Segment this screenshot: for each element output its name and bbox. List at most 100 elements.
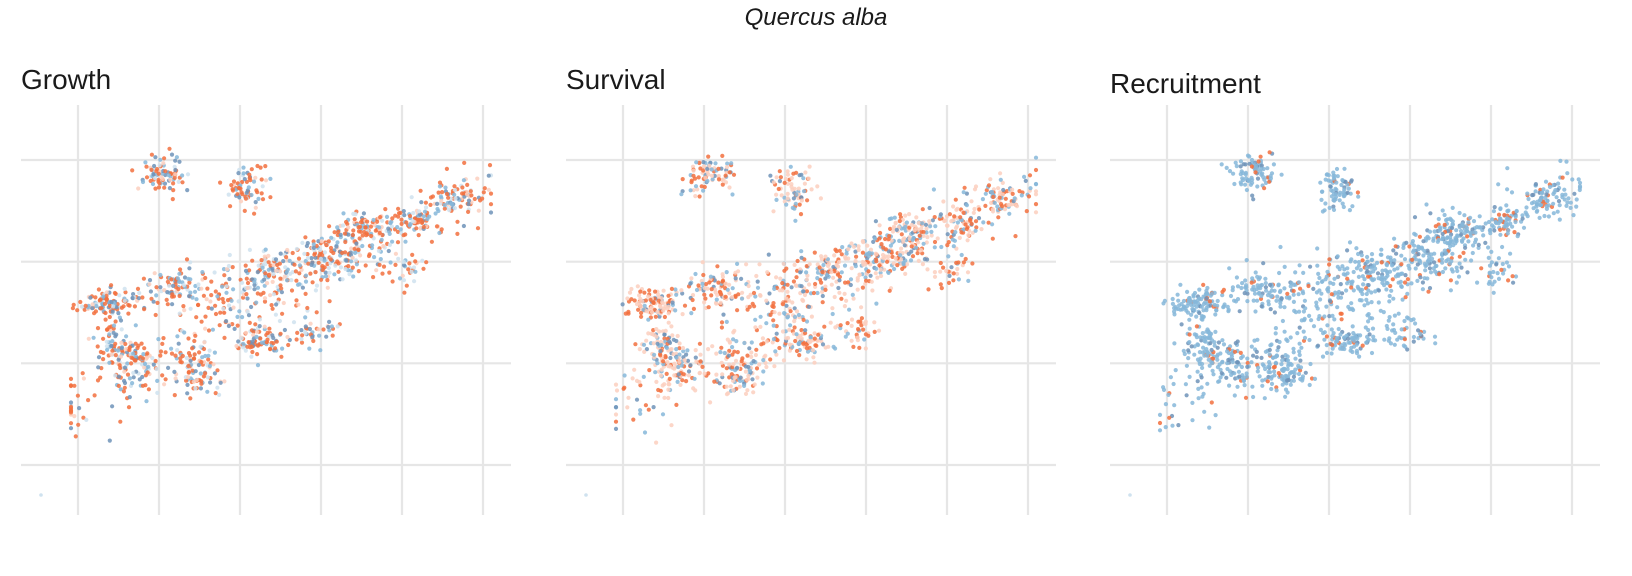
scatter-point <box>803 170 808 175</box>
scatter-point <box>622 373 627 378</box>
scatter-point <box>1192 352 1197 357</box>
scatter-point <box>758 314 763 319</box>
scatter-point <box>670 333 675 338</box>
scatter-point <box>764 339 769 344</box>
scatter-point <box>840 245 845 250</box>
scatter-point <box>1503 220 1509 225</box>
scatter-point <box>875 275 880 280</box>
scatter-point <box>772 310 777 315</box>
scatter-point <box>873 236 878 241</box>
scatter-point <box>698 352 703 357</box>
scatter-point <box>716 173 721 179</box>
scatter-point <box>243 330 249 335</box>
scatter-point <box>1405 315 1410 320</box>
scatter-point <box>378 257 383 262</box>
scatter-point <box>184 355 189 361</box>
scatter-point <box>1384 262 1389 267</box>
scatter-point <box>429 239 434 244</box>
scatter-point <box>259 191 264 196</box>
scatter-point <box>1437 228 1442 233</box>
scatter-point <box>906 251 911 256</box>
scatter-point <box>1235 284 1241 289</box>
scatter-point <box>658 388 663 393</box>
scatter-point <box>186 363 191 369</box>
scatter-point <box>790 300 795 305</box>
scatter-point <box>1291 374 1296 379</box>
scatter-point <box>637 347 642 352</box>
scatter-point <box>350 265 355 270</box>
scatter-point <box>1490 217 1495 222</box>
scatter-point <box>1258 154 1263 159</box>
scatter-point <box>1432 334 1438 339</box>
scatter-point <box>262 299 268 304</box>
scatter-point <box>249 304 254 310</box>
scatter-point <box>794 309 800 314</box>
scatter-point <box>254 329 260 334</box>
scatter-point <box>1471 243 1476 248</box>
scatter-point <box>1419 245 1424 250</box>
scatter-point <box>702 292 707 297</box>
scatter-point <box>780 281 785 286</box>
scatter-point <box>137 290 142 296</box>
scatter-point <box>945 232 950 237</box>
scatter-point <box>172 393 177 398</box>
scatter-point <box>1268 176 1273 181</box>
scatter-point <box>1336 326 1341 332</box>
scatter-point <box>909 222 914 228</box>
scatter-point <box>1554 195 1559 200</box>
figure-title: Quercus alba <box>744 4 888 31</box>
scatter-point <box>866 269 871 274</box>
scatter-point <box>313 270 318 275</box>
scatter-point <box>175 348 180 353</box>
scatter-point <box>990 236 995 241</box>
scatter-point <box>647 368 652 373</box>
scatter-point <box>323 270 328 275</box>
scatter-point <box>649 331 654 336</box>
scatter-point <box>119 327 124 332</box>
scatter-point <box>254 300 259 305</box>
scatter-point <box>443 185 448 190</box>
scatter-point <box>332 230 337 235</box>
scatter-point <box>409 195 414 200</box>
scatter-point <box>851 296 856 301</box>
scatter-point <box>1565 200 1570 205</box>
scatter-point <box>719 325 724 330</box>
scatter-point <box>666 387 671 392</box>
scatter-point <box>731 388 736 393</box>
scatter-point <box>965 270 971 275</box>
scatter-point <box>956 260 961 265</box>
scatter-point <box>310 280 315 285</box>
scatter-point <box>718 350 723 355</box>
scatter-point <box>1399 284 1404 289</box>
scatter-point <box>1296 292 1301 297</box>
scatter-point <box>243 196 248 201</box>
scatter-point <box>369 233 374 239</box>
scatter-point <box>677 341 682 346</box>
scatter-point <box>1520 213 1525 218</box>
scatter-point <box>817 265 822 270</box>
scatter-point <box>1229 372 1234 377</box>
scatter-point <box>379 237 384 242</box>
scatter-point <box>241 171 246 176</box>
scatter-point <box>1341 272 1346 277</box>
scatter-point <box>1330 346 1335 351</box>
scatter-point <box>1269 376 1274 381</box>
scatter-point <box>217 392 222 397</box>
scatter-point <box>1466 239 1471 244</box>
scatter-point <box>1513 219 1518 225</box>
scatter-point <box>901 260 906 265</box>
scatter-point <box>1299 345 1304 350</box>
scatter-point <box>1261 363 1266 368</box>
scatter-point <box>693 184 699 189</box>
scatter-point <box>867 250 872 255</box>
scatter-point <box>725 161 730 166</box>
scatter-point <box>930 218 935 223</box>
scatter-point <box>400 273 405 278</box>
scatter-point <box>1244 187 1249 193</box>
scatter-point <box>344 219 349 225</box>
scatter-point <box>626 395 631 400</box>
scatter-point <box>409 269 414 274</box>
scatter-point <box>1262 396 1267 401</box>
scatter-point <box>304 243 309 249</box>
scatter-point <box>419 200 424 205</box>
